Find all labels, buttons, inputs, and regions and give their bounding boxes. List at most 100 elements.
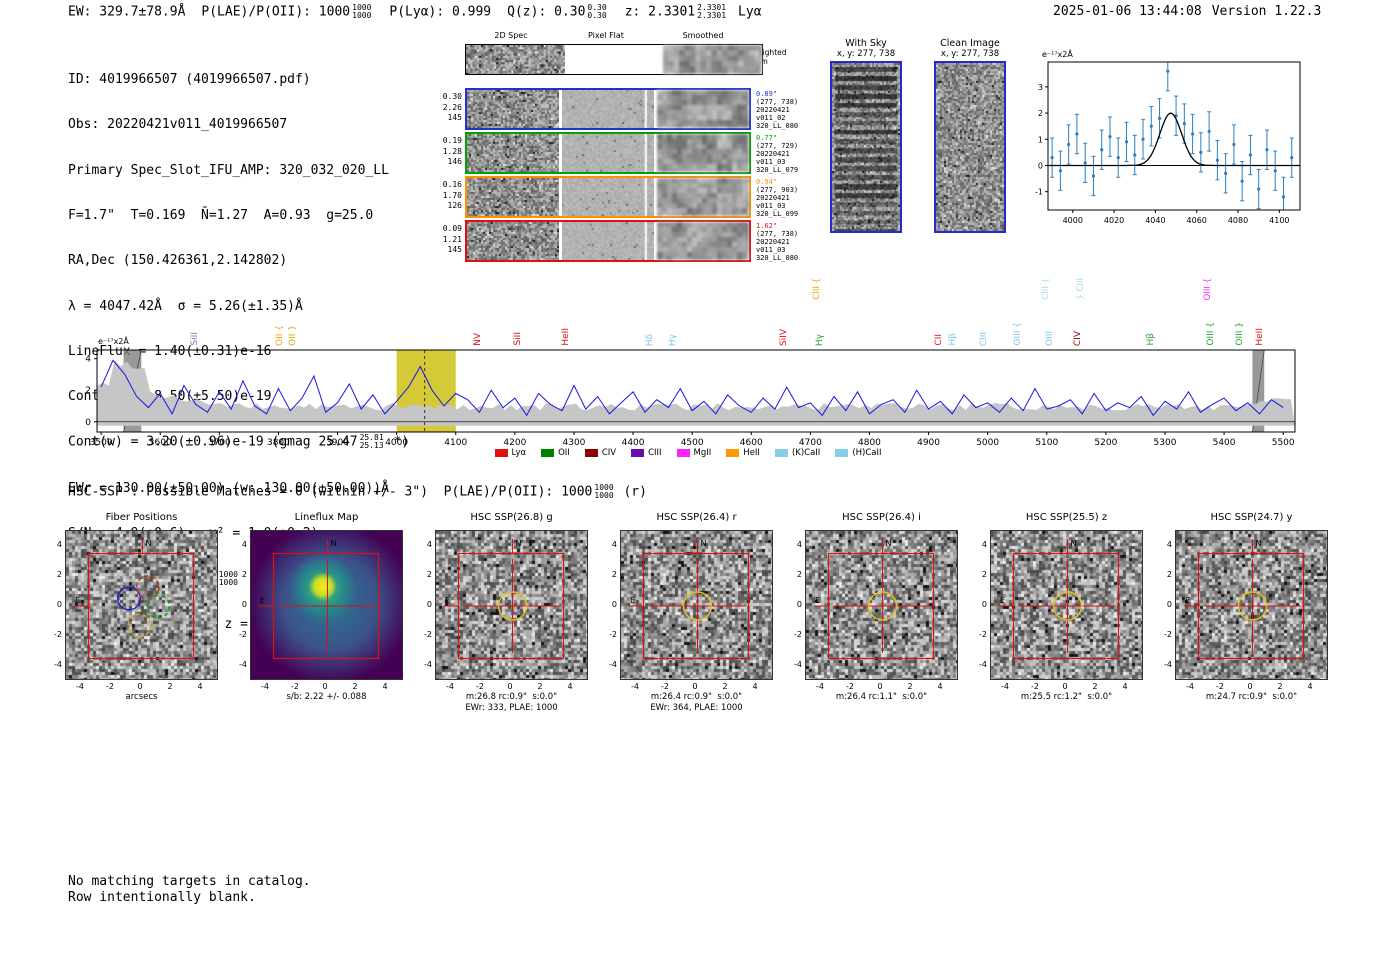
range-low: 1000 [594, 491, 614, 500]
info-wavelength: λ = 4047.42Å σ = 5.26(±1.35)Å [68, 298, 303, 314]
emission-line-label: CIII [978, 331, 989, 346]
metric-value: 126 [447, 201, 462, 210]
x-tick-label: 2 [722, 682, 728, 691]
note-line: 320_LL_099 [756, 210, 799, 218]
legend-label: OII [558, 448, 570, 458]
note-line: (277, 738) [756, 230, 799, 238]
x-axis-ticks: -4 -2 0 2 4 [805, 682, 958, 692]
metric-value: 145 [447, 245, 462, 254]
y-tick-label: 0 [1166, 600, 1172, 609]
fiber1-smoothed-image [657, 90, 749, 128]
legend-item: OII [541, 448, 570, 458]
svg-text:3900: 3900 [326, 438, 349, 446]
y-tick-label: 2 [981, 570, 987, 579]
svg-text:4300: 4300 [563, 438, 586, 446]
emission-line-label: HeII [1255, 328, 1266, 346]
qz-range: 0.30 0.30 [587, 4, 606, 20]
x-tick-label: -2 [846, 682, 854, 691]
range-high: 1000 [218, 570, 238, 580]
svg-text:4900: 4900 [917, 438, 940, 446]
x-tick-label: 4 [567, 682, 573, 691]
clean-image [934, 61, 1006, 233]
qz-value: Q(z): 0.30 [507, 4, 586, 20]
y-tick-label: -4 [54, 660, 62, 669]
weighted-2dspec-image [466, 45, 565, 74]
hsc-y-image [1176, 531, 1327, 679]
withsky-coords: x, y: 277, 738 [836, 49, 896, 59]
svg-text:4600: 4600 [740, 438, 763, 446]
legend-item: HeII [726, 448, 760, 458]
svg-text:4000: 4000 [385, 438, 408, 446]
fiber-metrics-4: 0.09 1.21 145 [434, 224, 462, 256]
x-tick-label: -2 [661, 682, 669, 691]
emission-line-label: CII [933, 334, 944, 346]
note-line: 1.62" [756, 222, 778, 230]
fiber-row-3 [465, 176, 751, 218]
y-tick-label: 2 [796, 570, 802, 579]
info-cont-w: Cont(w) = 3.20(±0.96)e-19 (gmag 25.47 25.… [68, 434, 409, 450]
svg-text:4700: 4700 [799, 438, 822, 446]
emission-line-label: CIV [1072, 330, 1083, 346]
x-tick-label: 0 [1062, 682, 1068, 691]
x-tick-label: -2 [1216, 682, 1224, 691]
metric-value: 1.70 [442, 190, 462, 200]
x-tick-label: 0 [322, 682, 328, 691]
x-tick-label: 2 [907, 682, 913, 691]
cont-w-text: Cont(w) = 3.20(±0.96)e-19 (gmag 25.47 [68, 434, 358, 450]
y-tick-label: -2 [609, 630, 617, 639]
x-tick-label: -4 [1001, 682, 1009, 691]
y-tick-label: -4 [424, 660, 432, 669]
svg-text:4: 4 [85, 355, 91, 365]
svg-text:5300: 5300 [1154, 438, 1177, 446]
line-fit-chart: 4000 4020 4040 4060 4080 4100 -1 0 1 2 3 [1035, 61, 1301, 225]
metric-value: 1.28 [442, 146, 462, 156]
legend-label: (K)CaII [791, 448, 821, 458]
note-line: 20220421 [756, 150, 790, 158]
gmag-range: 25.81 25.13 [360, 434, 384, 450]
header-summary-line: EW: 329.7±78.9Å P(LAE)/P(OII): 1000 1000 10… [68, 4, 762, 20]
y-axis-ticks: -4 -2 0 2 4 [416, 530, 433, 680]
svg-text:4500: 4500 [681, 438, 704, 446]
y-tick-label: -4 [1164, 660, 1172, 669]
ew-value: EW: 329.7±78.9Å [68, 4, 186, 20]
plae-poii-value: P(LAE)/P(OII): 1000 [201, 4, 351, 20]
x-axis-ticks: -4 -2 0 2 4 [435, 682, 588, 692]
hsc-g-overlay: NE [444, 539, 565, 660]
y-tick-label: -4 [239, 660, 247, 669]
y-tick-label: 2 [1166, 570, 1172, 579]
note-line: 0.94" [756, 178, 778, 186]
emission-line-label: Hγ [667, 333, 678, 346]
legend-item: MgII [676, 448, 711, 458]
emission-line-label: OIII } [1235, 322, 1246, 346]
cutout-title: HSC SSP(24.7) y [1210, 512, 1293, 523]
svg-text:4200: 4200 [503, 438, 526, 446]
y-tick-label: -2 [1164, 630, 1172, 639]
range-high: 25.81 [359, 433, 384, 443]
fiber3-2dspec-image [467, 178, 559, 216]
svg-text:0: 0 [85, 418, 91, 428]
svg-text:N: N [1071, 539, 1077, 548]
cutout-title: Lineflux Map [294, 512, 359, 523]
x-tick-label: 0 [507, 682, 513, 691]
cutout-caption: m:25.5 rc:1.2" s:0.0" [1020, 692, 1113, 702]
y-tick-label: 0 [56, 600, 62, 609]
x-tick-label: -2 [476, 682, 484, 691]
emission-line-label: OII { [275, 325, 286, 346]
svg-text:4080: 4080 [1228, 216, 1248, 225]
fiber-note-3: 0.94" (277, 903) 20220421 v011_03 320_LL_099 [756, 178, 802, 218]
hsc-z-overlay: NE [999, 539, 1120, 660]
x-tick-label: 2 [1092, 682, 1098, 691]
x-tick-label: -2 [291, 682, 299, 691]
svg-text:5100: 5100 [1035, 438, 1058, 446]
x-tick-label: 4 [1307, 682, 1313, 691]
note-line: 320_LL_079 [756, 166, 799, 174]
pixel-flat-blank [567, 45, 660, 71]
svg-text:4040: 4040 [1145, 216, 1165, 225]
x-tick-label: 4 [382, 682, 388, 691]
x-tick-label: 4 [937, 682, 943, 691]
x-axis-ticks: -4 -2 0 2 4 [250, 682, 403, 692]
legend-swatch [774, 449, 788, 457]
info-id: ID: 4019966507 (4019966507.pdf) [68, 72, 311, 88]
fiber4-smoothed-image [657, 222, 749, 260]
